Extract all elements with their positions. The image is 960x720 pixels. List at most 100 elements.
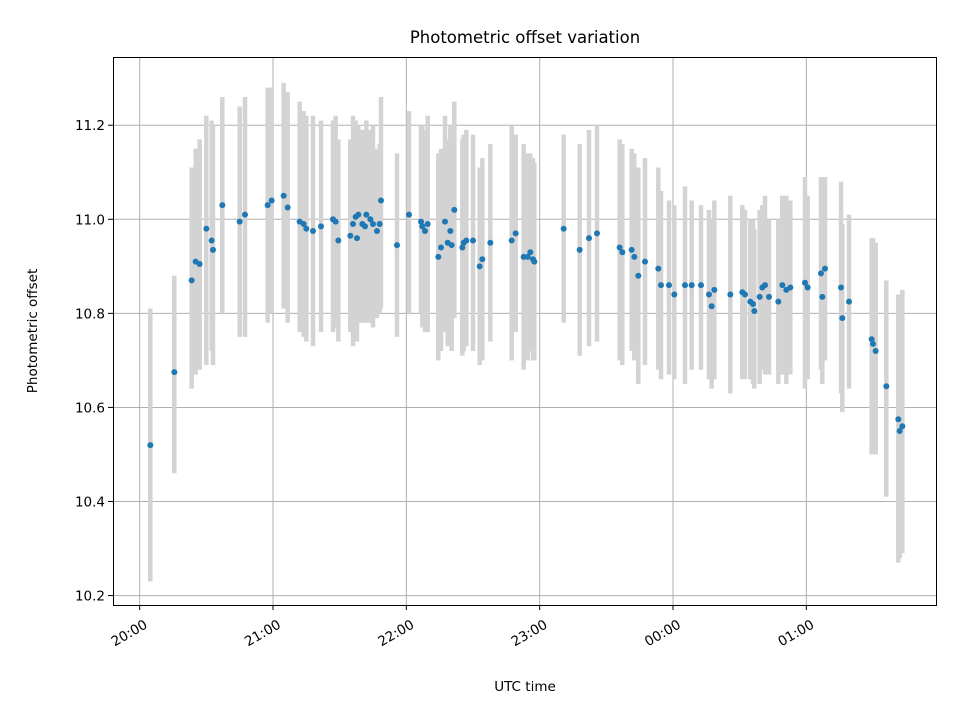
y-axis-label: Photometric offset [25, 269, 41, 393]
data-point [524, 253, 531, 260]
data-point [560, 225, 567, 232]
data-point [711, 286, 718, 293]
data-point [775, 298, 782, 305]
data-point [171, 369, 178, 376]
data-point [531, 258, 538, 265]
y-tick-label: 10.8 [75, 306, 105, 322]
data-points [147, 192, 906, 449]
data-point [451, 206, 458, 213]
data-point [264, 202, 271, 209]
data-point [367, 216, 374, 223]
data-point [419, 223, 426, 230]
data-point [635, 272, 642, 279]
data-point [203, 225, 210, 232]
x-axis-label: UTC time [494, 679, 556, 695]
y-tick-label: 10.6 [75, 400, 105, 416]
y-tick-label: 11.0 [75, 212, 105, 228]
data-point [742, 291, 748, 298]
data-point [188, 277, 195, 284]
data-point [508, 237, 515, 244]
data-point [594, 230, 600, 237]
data-point [666, 282, 672, 289]
data-point [318, 223, 324, 230]
data-point [819, 293, 826, 300]
data-point [631, 253, 638, 260]
data-point [378, 197, 384, 204]
data-point [300, 220, 307, 227]
data-point [370, 220, 376, 227]
data-point [527, 249, 534, 256]
data-point [476, 263, 483, 270]
data-point [376, 220, 383, 227]
data-point [406, 211, 412, 218]
data-point [210, 246, 216, 253]
y-tick-label: 10.4 [75, 495, 105, 511]
data-point [242, 211, 248, 218]
data-point [335, 237, 342, 244]
y-tick-label: 10.2 [75, 589, 105, 605]
data-point [802, 279, 808, 286]
data-point [208, 237, 215, 244]
data-point [708, 303, 715, 310]
data-point [463, 237, 470, 244]
data-point [487, 239, 494, 246]
data-point [818, 270, 824, 277]
y-tick-label: 11.2 [75, 118, 105, 134]
data-point [899, 423, 906, 430]
data-point [418, 218, 424, 225]
data-point [438, 244, 444, 251]
data-point [872, 347, 879, 354]
data-point [682, 282, 688, 289]
plot-frame [113, 57, 937, 606]
chart-title: Photometric offset variation [410, 28, 640, 47]
data-point [442, 218, 448, 225]
data-point [362, 223, 368, 230]
data-point [354, 235, 360, 242]
data-point [394, 242, 400, 249]
data-point [422, 228, 428, 235]
data-point [838, 284, 844, 291]
data-point [779, 282, 786, 289]
data-point [350, 220, 356, 227]
data-point [459, 244, 466, 251]
data-point [512, 230, 519, 237]
data-point [642, 258, 648, 265]
data-point [219, 202, 226, 209]
data-point [658, 282, 664, 289]
data-point [586, 235, 592, 242]
data-point [698, 282, 704, 289]
data-point [147, 442, 154, 449]
data-point [363, 211, 370, 218]
data-point [236, 218, 243, 225]
data-point [762, 282, 768, 289]
data-point [576, 246, 583, 253]
y-axis-ticks: 10.2 10.4 10.6 10.8 11.0 11.2 [75, 118, 113, 605]
data-point [196, 260, 203, 267]
data-point [616, 244, 623, 251]
data-point [671, 291, 678, 298]
data-point [347, 232, 354, 239]
data-point [303, 225, 310, 232]
data-point [447, 228, 454, 235]
data-point [706, 291, 712, 298]
data-point [839, 315, 846, 322]
data-point [280, 192, 287, 199]
data-point [766, 293, 772, 300]
data-point [310, 228, 316, 235]
data-point [435, 253, 442, 260]
data-point [470, 237, 476, 244]
data-point [883, 383, 890, 390]
data-point [688, 282, 695, 289]
data-point [895, 416, 902, 423]
data-point [787, 284, 794, 291]
data-point [332, 218, 339, 225]
data-point [868, 336, 875, 343]
data-point [448, 242, 455, 249]
data-point [804, 284, 811, 291]
data-point [619, 249, 626, 256]
data-point [896, 427, 903, 434]
data-point [355, 211, 362, 218]
data-point [374, 228, 380, 235]
data-point [628, 246, 635, 253]
